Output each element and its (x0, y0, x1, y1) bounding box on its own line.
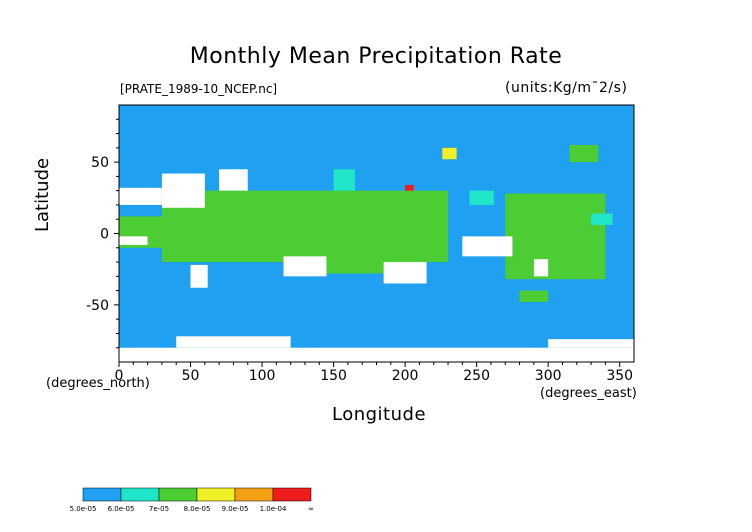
missing-data-cell (190, 264, 208, 288)
x-axis-label: Longitude (332, 404, 427, 425)
x-tick-label: 200 (392, 368, 419, 384)
missing-data-cell (119, 236, 148, 245)
y-axis-units-label: (degrees_north) (46, 376, 150, 391)
colorbar-swatch (196, 487, 236, 502)
precip-cell (505, 193, 606, 280)
missing-data-cell (161, 173, 205, 208)
units-label: (units:Kg/m¯2/s) (505, 80, 628, 96)
y-tick-label: 50 (91, 155, 109, 171)
precip-cell (442, 147, 457, 160)
colorbar-label: 9.0e-05 (222, 505, 249, 513)
y-tick-label: -50 (86, 298, 109, 314)
missing-data-cell (219, 169, 248, 191)
x-tick-label: 0 (115, 368, 124, 384)
y-tick-label: 0 (100, 227, 109, 243)
colorbar-label: 5.0e-05 (70, 505, 97, 513)
missing-data-cell (176, 336, 291, 348)
missing-data-cell (119, 187, 162, 205)
colorbar-swatch (234, 487, 274, 502)
colorbar-label: 1.0e-04 (260, 505, 287, 513)
colorbar-label: 7e-05 (149, 505, 169, 513)
chart-title: Monthly Mean Precipitation Rate (189, 44, 563, 69)
x-tick-label: 250 (463, 368, 490, 384)
precip-cell (519, 290, 549, 303)
colorbar-label: 8.0e-05 (184, 505, 211, 513)
colorbar-swatch (158, 487, 198, 502)
x-tick-label: 150 (320, 368, 347, 384)
missing-data-cell (119, 347, 634, 362)
precip-cell (333, 169, 356, 191)
precip-cell (469, 190, 494, 205)
x-tick-label: 300 (535, 368, 562, 384)
precip-cell (591, 213, 613, 225)
missing-data-cell (283, 256, 327, 277)
x-tick-label: 100 (249, 368, 276, 384)
x-axis-units-label: (degrees_east) (540, 386, 637, 401)
colorbar-label: ∞ (308, 505, 314, 513)
colorbar-swatch (120, 487, 160, 502)
precipitation-regions (119, 144, 634, 362)
missing-data-cell (383, 262, 427, 284)
colorbar-swatch (82, 487, 122, 502)
missing-data-cell (548, 339, 634, 348)
missing-data-cell (462, 236, 513, 257)
missing-data-cell (533, 259, 549, 277)
precip-cell (569, 144, 599, 163)
x-tick-label: 350 (606, 368, 633, 384)
x-tick-label: 50 (182, 368, 200, 384)
colorbar-swatch (272, 487, 312, 502)
source-file-label: [PRATE_1989-10_NCEP.nc] (120, 82, 278, 96)
colorbar-label: 6.0e-05 (108, 505, 135, 513)
